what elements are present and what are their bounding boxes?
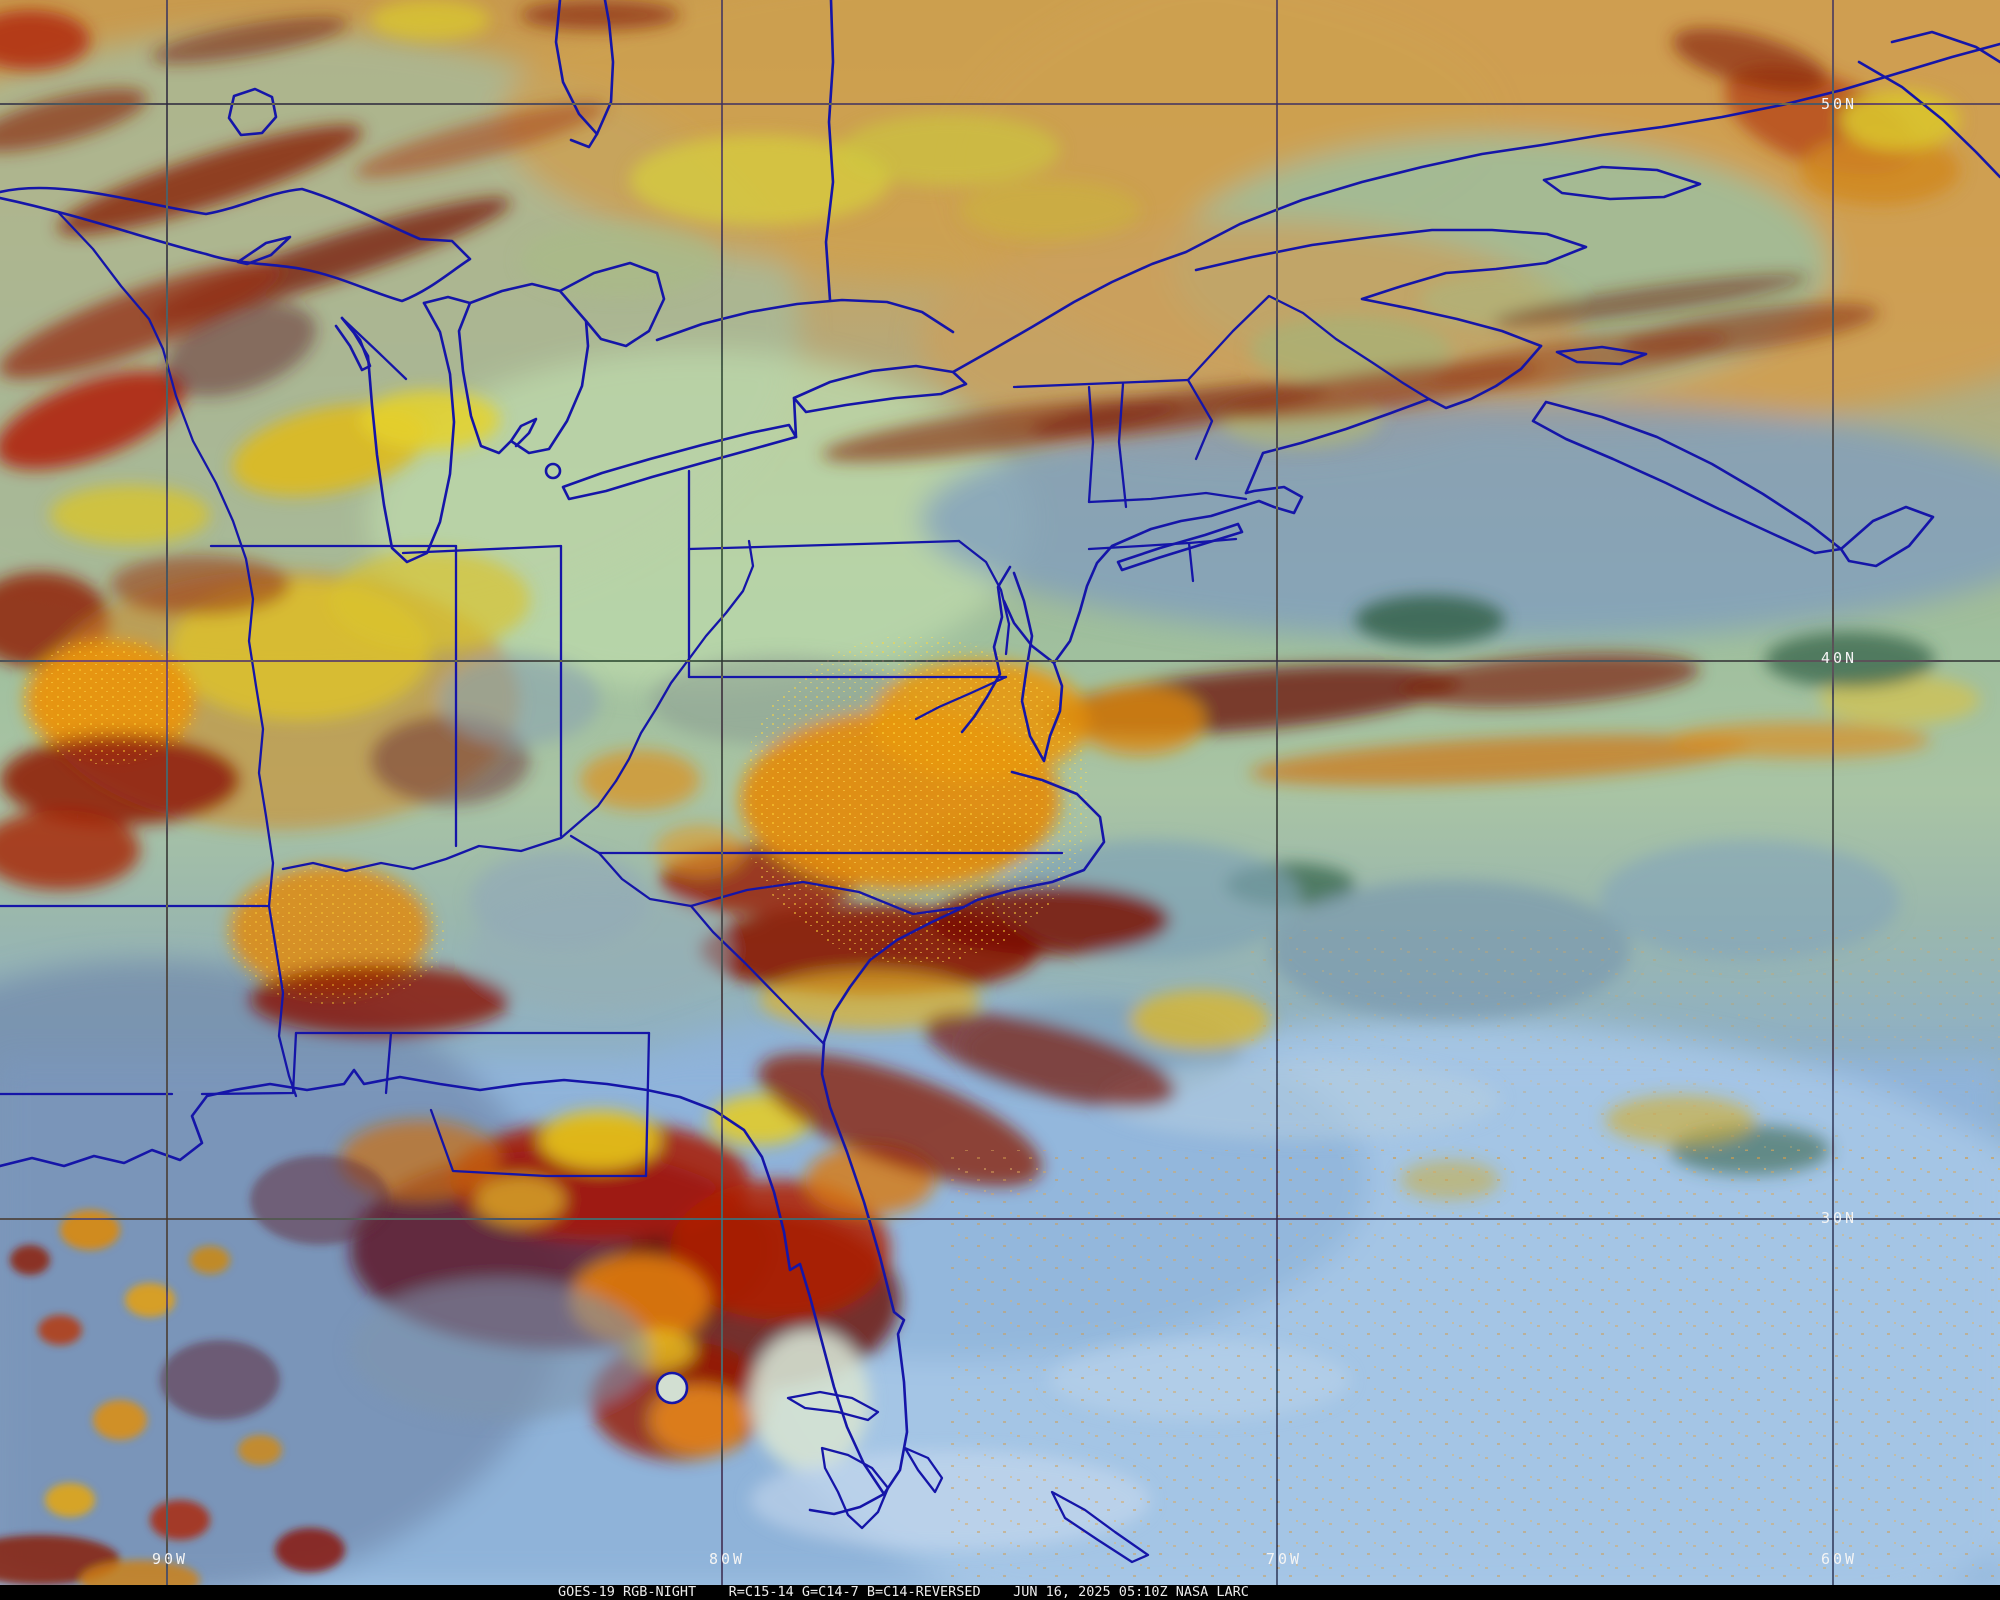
- map-borders: [0, 0, 2000, 1564]
- caption-bar: GOES-19 RGB-NIGHT R=C15-14 G=C14-7 B=C14…: [0, 1585, 2000, 1600]
- st-lawrence-gulf-coastline: [554, 0, 2000, 568]
- bahamas-outline: [786, 1390, 1150, 1564]
- state-borders: [0, 211, 1431, 1178]
- speckle-texture: [20, 635, 2000, 1585]
- great-lakes-outline: [0, 87, 968, 564]
- gulf-convective-cells: [0, 1155, 390, 1585]
- caption-text: GOES-19 RGB-NIGHT R=C15-14 G=C14-7 B=C14…: [558, 1584, 1249, 1600]
- lake-okeechobee: [655, 1371, 689, 1405]
